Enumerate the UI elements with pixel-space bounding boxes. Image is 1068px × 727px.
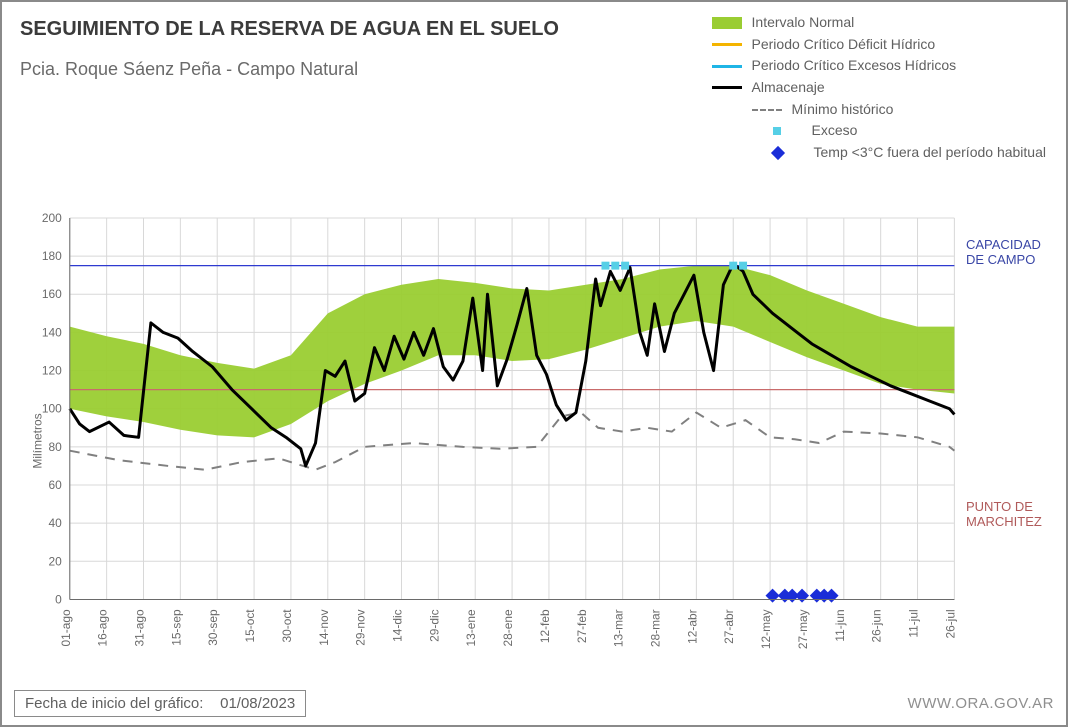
svg-text:12-feb: 12-feb xyxy=(538,609,552,643)
legend-swatch xyxy=(752,109,782,111)
svg-text:14-nov: 14-nov xyxy=(317,609,331,645)
start-date-value: 01/08/2023 xyxy=(220,695,295,712)
annot-marchitez: PUNTO DEMARCHITEZ xyxy=(966,500,1042,530)
legend: Intervalo NormalPeriodo Crítico Déficit … xyxy=(712,12,1054,164)
svg-text:200: 200 xyxy=(42,212,62,225)
svg-text:180: 180 xyxy=(42,249,62,263)
svg-text:13-mar: 13-mar xyxy=(612,609,626,647)
legend-label: Periodo Crítico Déficit Hídrico xyxy=(752,34,936,56)
svg-text:0: 0 xyxy=(55,592,62,606)
footer: Fecha de inicio del gráfico: 01/08/2023 … xyxy=(14,690,1054,717)
svg-text:12-abr: 12-abr xyxy=(685,609,699,643)
svg-text:27-may: 27-may xyxy=(796,609,810,649)
svg-text:16-ago: 16-ago xyxy=(96,609,110,646)
legend-item: Periodo Crítico Excesos Hídricos xyxy=(712,55,1046,77)
svg-text:27-abr: 27-abr xyxy=(722,609,736,643)
legend-item: Mínimo histórico xyxy=(712,99,1046,121)
legend-swatch xyxy=(712,65,742,68)
legend-label: Periodo Crítico Excesos Hídricos xyxy=(752,55,957,77)
legend-swatch xyxy=(773,127,781,135)
chart-title: SEGUIMIENTO DE LA RESERVA DE AGUA EN EL … xyxy=(20,18,559,41)
titles: SEGUIMIENTO DE LA RESERVA DE AGUA EN EL … xyxy=(14,12,559,80)
svg-text:27-feb: 27-feb xyxy=(575,609,589,643)
legend-item: Periodo Crítico Déficit Hídrico xyxy=(712,34,1046,56)
legend-swatch xyxy=(712,43,742,46)
svg-text:30-oct: 30-oct xyxy=(280,609,294,643)
svg-text:120: 120 xyxy=(42,364,62,378)
legend-label: Temp <3°C fuera del período habitual xyxy=(814,142,1046,164)
start-date-box: Fecha de inicio del gráfico: 01/08/2023 xyxy=(14,690,306,717)
legend-item: Intervalo Normal xyxy=(712,12,1046,34)
svg-text:29-dic: 29-dic xyxy=(427,609,441,641)
annot-capacidad: CAPACIDADDE CAMPO xyxy=(966,238,1041,268)
legend-item: Almacenaje xyxy=(712,77,1046,99)
svg-text:15-oct: 15-oct xyxy=(243,609,257,643)
legend-swatch xyxy=(712,17,742,29)
chart-frame: SEGUIMIENTO DE LA RESERVA DE AGUA EN EL … xyxy=(0,0,1068,727)
legend-label: Almacenaje xyxy=(752,77,825,99)
header-row: SEGUIMIENTO DE LA RESERVA DE AGUA EN EL … xyxy=(14,12,1054,164)
svg-text:11-jul: 11-jul xyxy=(907,609,921,637)
svg-text:01-ago: 01-ago xyxy=(59,609,73,646)
legend-swatch xyxy=(770,146,784,160)
svg-text:13-ene: 13-ene xyxy=(464,609,478,646)
svg-text:140: 140 xyxy=(42,325,62,339)
svg-text:40: 40 xyxy=(49,516,63,530)
svg-text:26-jun: 26-jun xyxy=(870,609,884,642)
chart-area: Milímetros 0 20 40 60 80 100 120 140 160 180 200 01… xyxy=(14,212,1054,669)
legend-swatch xyxy=(712,86,742,89)
svg-text:14-dic: 14-dic xyxy=(390,609,404,641)
svg-text:31-ago: 31-ago xyxy=(132,609,146,646)
svg-text:12-may: 12-may xyxy=(759,609,773,649)
chart-subtitle: Pcia. Roque Sáenz Peña - Campo Natural xyxy=(20,59,559,80)
svg-text:20: 20 xyxy=(49,554,63,568)
svg-text:15-sep: 15-sep xyxy=(169,609,183,646)
svg-text:160: 160 xyxy=(42,287,62,301)
legend-label: Mínimo histórico xyxy=(792,99,894,121)
legend-item: Temp <3°C fuera del período habitual xyxy=(712,142,1046,164)
start-date-label: Fecha de inicio del gráfico: xyxy=(25,695,203,712)
svg-text:100: 100 xyxy=(42,402,62,416)
svg-text:11-jun: 11-jun xyxy=(833,609,847,641)
svg-text:29-nov: 29-nov xyxy=(354,609,368,645)
svg-text:80: 80 xyxy=(49,440,63,454)
legend-item: Exceso xyxy=(712,120,1046,142)
legend-label: Intervalo Normal xyxy=(752,12,855,34)
site-url: WWW.ORA.GOV.AR xyxy=(908,695,1054,712)
svg-text:28-ene: 28-ene xyxy=(501,609,515,646)
svg-text:30-sep: 30-sep xyxy=(206,609,220,646)
svg-text:26-jul: 26-jul xyxy=(943,609,957,638)
y-axis-label: Milímetros xyxy=(31,413,45,468)
svg-text:60: 60 xyxy=(49,478,63,492)
chart-svg: 0 20 40 60 80 100 120 140 160 180 200 01-ago 16-ago 3… xyxy=(14,212,1054,669)
svg-text:28-mar: 28-mar xyxy=(649,609,663,647)
legend-label: Exceso xyxy=(812,120,858,142)
